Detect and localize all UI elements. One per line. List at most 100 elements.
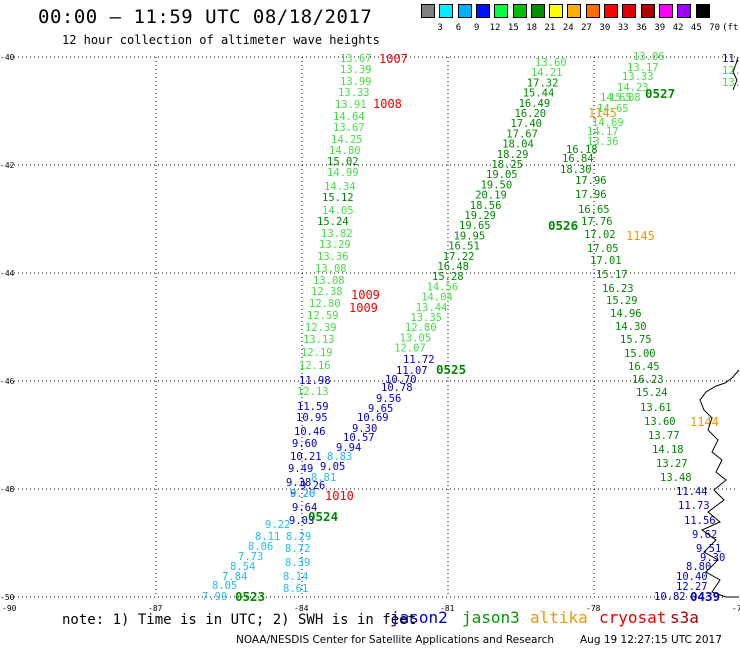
color-swatch: [512, 4, 527, 18]
note-text: note: 1) Time is in UTC; 2) SWH is in fe…: [62, 612, 417, 628]
wave-height-value: 13.36: [317, 251, 349, 263]
wave-height-value: 12.07: [394, 343, 426, 355]
wave-height-value: 13.61: [640, 402, 672, 414]
wave-height-value: 13.29: [319, 239, 351, 251]
wave-height-value: 8.83: [327, 451, 352, 463]
wave-height-value: 17.76: [581, 216, 613, 228]
footer-credit: NOAA/NESDIS Center for Satellite Applica…: [236, 634, 554, 646]
wave-height-value: 11.73: [678, 500, 710, 512]
wave-height-value: 9.03: [289, 515, 314, 527]
color-swatch: [622, 4, 637, 18]
page-subtitle: 12 hour collection of altimeter wave hei…: [62, 33, 380, 47]
wave-height-value: 9.22: [265, 519, 290, 531]
lat-tick-label: -50: [0, 593, 15, 602]
time-label-jason3: 0524: [308, 509, 338, 524]
wave-height-value: 19.05: [486, 169, 518, 181]
time-label-cryosat: 1009: [351, 288, 380, 302]
wave-height-value: 13.91: [335, 99, 367, 111]
wave-height-value: 12.16: [299, 360, 331, 372]
wave-height-value: 9.62: [692, 529, 717, 541]
color-scale-label: 45: [690, 23, 702, 33]
wave-height-value: 12.80: [309, 298, 341, 310]
wave-height-value: 14.96: [610, 308, 642, 320]
color-swatch: [677, 4, 692, 18]
lon-tick-label: -81: [440, 604, 455, 613]
wave-height-value: 14.30: [615, 321, 647, 333]
wave-height-value: 11.72: [403, 354, 435, 366]
page-title: 00:00 – 11:59 UTC 08/18/2017: [38, 6, 373, 28]
color-scale-label: 21: [544, 23, 556, 33]
wave-height-value: 17.05: [587, 243, 619, 255]
wave-height-value: 18.04: [502, 139, 534, 151]
wave-height-value: 16.48: [437, 261, 469, 273]
wave-height-value: 15.17: [596, 269, 628, 281]
wave-height-value: 10.69: [357, 412, 389, 424]
wave-height-value: 14.65: [600, 92, 632, 104]
wave-height-value: 17.32: [527, 77, 559, 89]
wave-height-value: 10.57: [343, 432, 375, 444]
wave-height-value: 12.38: [311, 286, 343, 298]
wave-height-value: 19.65: [459, 220, 491, 232]
wave-height-value: 8.80: [686, 561, 711, 573]
time-label-jason3: 0526: [548, 218, 578, 233]
wave-height-value: 13.05: [400, 332, 432, 344]
wave-height-value: 17.02: [584, 229, 616, 241]
wave-height-value: 14.64: [333, 111, 365, 123]
wave-height-value: 14.69: [592, 117, 624, 129]
wave-height-value: 16.51: [448, 241, 480, 253]
color-swatch: [549, 4, 564, 18]
wave-height-value: 9.51: [696, 543, 721, 555]
wave-height-value: 16.18: [566, 144, 598, 156]
wave-height-value: 8.20: [290, 488, 315, 500]
wave-height-value: 13.48: [660, 472, 692, 484]
coastline: [699, 56, 740, 598]
color-swatch: [421, 4, 435, 18]
wave-height-value: 18.30: [560, 164, 592, 176]
wave-height-value: 9.64: [292, 502, 317, 514]
color-scale-label: 18: [526, 23, 538, 33]
wave-height-value: 15.75: [620, 334, 652, 346]
wave-height-value: 8.72: [285, 543, 310, 555]
wave-height-value: 8.39: [285, 557, 310, 569]
lat-tick-label: -42: [0, 161, 15, 170]
wave-height-value: 9.56: [376, 393, 401, 405]
wave-height-value: 13.13: [303, 334, 335, 346]
color-swatch: [475, 4, 490, 18]
wave-height-value: 10.95: [296, 412, 328, 424]
color-swatch: [695, 4, 710, 18]
wave-height-value: 9.65: [368, 403, 393, 415]
color-scale-label: 39: [654, 23, 666, 33]
wave-height-value: 16.23: [632, 374, 664, 386]
wave-height-value: 9.94: [336, 442, 361, 454]
wave-height-value: 14.04: [421, 292, 453, 304]
wave-height-value: 13.67: [340, 53, 372, 65]
wave-height-value: 9.30: [700, 552, 725, 564]
wave-height-value: 16.65: [578, 204, 610, 216]
wave-height-value: 10.78: [381, 382, 413, 394]
wave-height-value: 9.49: [288, 463, 313, 475]
wave-height-value: 18.56: [470, 200, 502, 212]
wave-height-value: 18.25: [491, 159, 523, 171]
color-scale-label: 9: [474, 23, 480, 33]
time-label-jason3: 0527: [645, 86, 675, 101]
wave-height-value: 13.17: [627, 62, 659, 74]
color-scale-label: 12: [489, 23, 501, 33]
lat-tick-label: -40: [0, 53, 15, 62]
wave-height-value: 17.96: [575, 175, 607, 187]
wave-height-value: 15.00: [624, 348, 656, 360]
wave-height-value: 12.39: [305, 322, 337, 334]
wave-height-value: 17.40: [510, 118, 542, 130]
color-swatch: [658, 4, 673, 18]
wave-height-value: 11.59: [297, 401, 329, 413]
lon-tick-label: -87: [148, 604, 163, 613]
wave-height-value: 17.22: [443, 251, 475, 263]
wave-height-value: 7.99: [202, 591, 227, 603]
wave-height-value: 10.40: [676, 571, 708, 583]
color-swatch: [530, 4, 545, 18]
wave-height-value: 12.59: [307, 310, 339, 322]
color-swatch: [439, 4, 454, 18]
wave-height-value: 16.20: [515, 108, 547, 120]
color-scale-label: 33: [617, 23, 629, 33]
wave-height-value: 15.28: [432, 271, 464, 283]
wave-height-value: 7.73: [238, 551, 263, 563]
